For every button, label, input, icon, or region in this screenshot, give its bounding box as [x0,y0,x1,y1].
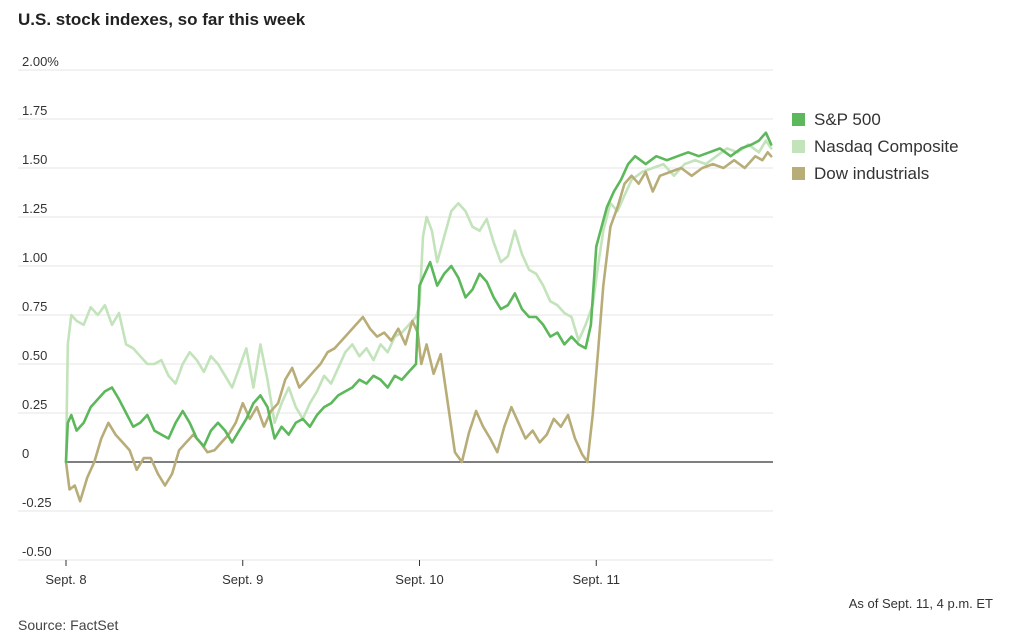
y-tick-label: 0.25 [22,397,47,412]
series-lines [64,131,773,503]
legend: S&P 500 Nasdaq Composite Dow industrials [792,106,959,187]
series-line-dow-industrials [64,151,773,503]
chart-title: U.S. stock indexes, so far this week [18,10,306,29]
legend-item-dow: Dow industrials [792,160,959,187]
x-axis-ticks: Sept. 8 Sept. 9 Sept. 10 Sept. 11 [45,560,620,587]
legend-label-nasdaq: Nasdaq Composite [814,136,959,156]
y-tick-label: 1.00 [22,250,47,265]
legend-label-dow: Dow industrials [814,163,930,183]
y-tick-label: 0 [22,446,29,461]
y-tick-label: 1.25 [22,201,47,216]
y-tick-label: 0.75 [22,299,47,314]
y-tick-label: 1.75 [22,103,47,118]
x-tick-label: Sept. 10 [395,572,443,587]
legend-swatch-nasdaq [792,140,805,153]
series-line-nasdaq-composite [64,139,773,464]
gridlines [18,69,773,561]
x-tick-label: Sept. 8 [45,572,86,587]
y-tick-label: 1.50 [22,152,47,167]
y-tick-label: -0.50 [22,544,52,559]
timestamp-note: As of Sept. 11, 4 p.m. ET [848,596,993,611]
legend-swatch-sp500 [792,113,805,126]
x-tick-label: Sept. 9 [222,572,263,587]
legend-item-nasdaq: Nasdaq Composite [792,133,959,160]
y-tick-label: -0.25 [22,495,52,510]
y-tick-label: 0.50 [22,348,47,363]
y-tick-label: 2.00% [22,54,59,69]
source-note: Source: FactSet [18,617,119,633]
legend-item-sp500: S&P 500 [792,106,959,133]
x-tick-label: Sept. 11 [573,572,620,587]
series-line-s-p-500 [64,131,773,464]
legend-label-sp500: S&P 500 [814,109,881,129]
y-axis-ticks: 2.00% 1.75 1.50 1.25 1.00 0.75 0.50 0.25 0 -0.25 -… [22,54,59,559]
legend-swatch-dow [792,167,805,180]
